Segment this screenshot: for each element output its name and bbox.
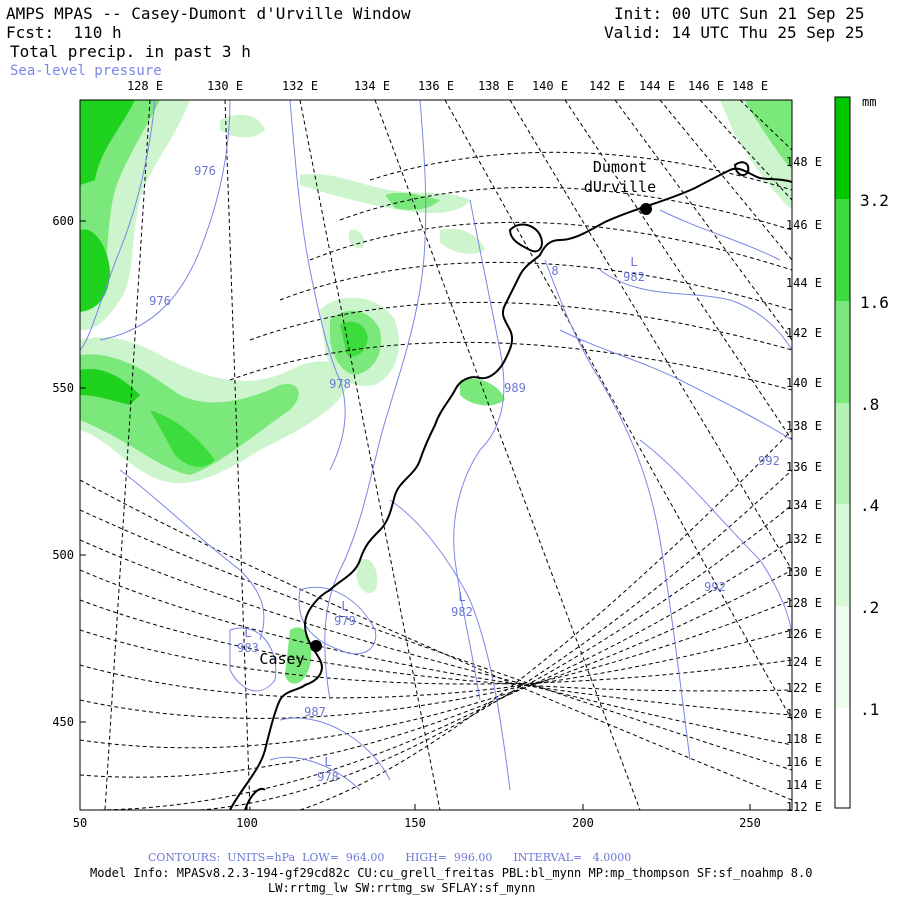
lon-label-136: 136 E [418,79,454,93]
lon-right-136: 136 E [786,460,822,474]
colorbar-swatch-0.4 [835,403,850,504]
lon-right-146: 146 E [786,218,822,232]
lon-right-124: 124 E [786,655,822,669]
lon-labels-top: 128 E 130 E 132 E 134 E 136 E 138 E 140 … [127,79,768,93]
pressure-label: L [630,255,637,269]
lon-right-142: 142 E [786,326,822,340]
pressure-label: L [244,626,251,640]
lon-right-118: 118 E [786,732,822,746]
station-label: Casey [259,650,304,668]
colorbar-label: .4 [860,496,879,515]
lon-label-138: 138 E [478,79,514,93]
lon-right-144: 144 E [786,276,822,290]
lon-right-126: 126 E [786,627,822,641]
colorbar-swatch-1.6 [835,199,850,301]
colorbar-label: 3.2 [860,191,889,210]
lon-label-148: 148 E [732,79,768,93]
pressure-labels: 976 976 978 989 982 L 982 992 992 L 982 … [149,164,780,784]
lon-label-144: 144 E [639,79,675,93]
forecast-hour: Fcst: 110 h [6,23,122,42]
pressure-label: 989 [504,381,526,395]
colorbar-label: .2 [860,598,879,617]
colorbar-label: .1 [860,700,879,719]
station-label-line1: Dumont [593,158,647,176]
x-axis-labels: 50 100 150 200 250 [73,816,761,830]
pressure-label: 978 [329,377,351,391]
pressure-label: 982 [451,605,473,619]
pressure-label: 8 [551,264,558,278]
init-time: Init: 00 UTC Sun 21 Sep 25 [614,4,865,23]
pressure-label: 983 [237,641,259,655]
pressure-label: 987 [304,705,326,719]
station-marker [310,640,322,652]
lon-label-132: 132 E [282,79,318,93]
x-tick-150: 150 [404,816,426,830]
colorbar-swatch-3.2 [835,97,850,199]
lon-right-130: 130 E [786,565,822,579]
lon-label-130: 130 E [207,79,243,93]
lon-labels-right: 148 E 146 E 144 E 142 E 140 E 138 E 136 … [786,155,822,814]
station-marker [640,203,652,215]
lon-right-132: 132 E [786,532,822,546]
pressure-label: 979 [334,614,356,628]
colorbar-unit: mm [862,95,876,109]
lon-right-120: 120 E [786,707,822,721]
x-tick-50: 50 [73,816,87,830]
pressure-label: L [324,755,331,769]
station-dumont-durville: Dumont dUrville [584,158,656,215]
colorbar-swatch-0.2 [835,504,850,606]
pressure-label: 982 [623,270,645,284]
x-tick-100: 100 [236,816,258,830]
y-tick-600: 600 [52,214,74,228]
lon-label-128: 128 E [127,79,163,93]
model-info: Model Info: MPASv8.2.3-194-gf29cd82c CU:… [90,866,813,880]
colorbar-swatch-0.8 [835,301,850,403]
overlay-name: Sea-level pressure [10,63,162,79]
lon-label-140: 140 E [532,79,568,93]
lon-right-128: 128 E [786,596,822,610]
colorbar-frame [834,96,851,809]
y-tick-450: 450 [52,715,74,729]
pressure-label: L [341,599,348,613]
colorbar-label: .8 [860,395,879,414]
lon-right-134: 134 E [786,498,822,512]
pressure-label: 992 [704,580,726,594]
pressure-label: 992 [758,454,780,468]
lon-label-146: 146 E [688,79,724,93]
colorbar: mm 3.2 1.6 .8 .4 .2 .1 [834,95,889,809]
pressure-contours [80,100,792,791]
x-axis-ticks [79,220,751,810]
x-tick-250: 250 [739,816,761,830]
y-tick-500: 500 [52,548,74,562]
y-tick-550: 550 [52,381,74,395]
valid-time: Valid: 14 UTC Thu 25 Sep 25 [604,23,865,42]
station-label-line2: dUrville [584,178,656,196]
lon-right-138: 138 E [786,419,822,433]
plot-title: AMPS MPAS -- Casey-Dumont d'Urville Wind… [6,4,411,23]
lon-right-116: 116 E [786,755,822,769]
lon-right-114: 114 E [786,778,822,792]
lon-right-112: 112 E [786,800,822,814]
physics-info: LW:rrtmg_lw SW:rrtmg_sw SFLAY:sf_mynn [268,881,536,895]
pressure-label: 978 [317,770,339,784]
graticule [80,100,792,810]
lon-right-140: 140 E [786,376,822,390]
x-tick-200: 200 [572,816,594,830]
field-name: Total precip. in past 3 h [10,42,251,61]
pressure-label: 976 [149,294,171,308]
pressure-label: L [458,590,465,604]
colorbar-swatch-0.1 [835,606,850,708]
pressure-label: 976 [194,164,216,178]
lon-label-134: 134 E [354,79,390,93]
precip-field [80,100,792,684]
lon-right-122: 122 E [786,681,822,695]
colorbar-label: 1.6 [860,293,889,312]
lon-right-148: 148 E [786,155,822,169]
lon-label-142: 142 E [589,79,625,93]
station-casey: Casey [259,640,322,668]
contour-info: CONTOURS: UNITS=hPa LOW= 964.00 HIGH= 99… [148,851,632,864]
map-frame [79,99,793,811]
y-axis-labels: 600 550 500 450 [52,214,74,729]
